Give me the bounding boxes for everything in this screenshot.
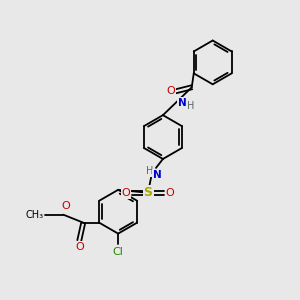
Text: N: N [178, 98, 186, 108]
Text: O: O [167, 86, 175, 96]
Text: H: H [187, 100, 194, 111]
Text: O: O [122, 188, 130, 198]
Text: H: H [146, 166, 154, 176]
Text: Cl: Cl [113, 247, 124, 256]
Text: O: O [75, 242, 84, 252]
Text: O: O [166, 188, 174, 198]
Text: N: N [153, 170, 161, 180]
Text: O: O [61, 201, 70, 211]
Text: CH₃: CH₃ [26, 210, 44, 220]
Text: S: S [143, 186, 152, 199]
